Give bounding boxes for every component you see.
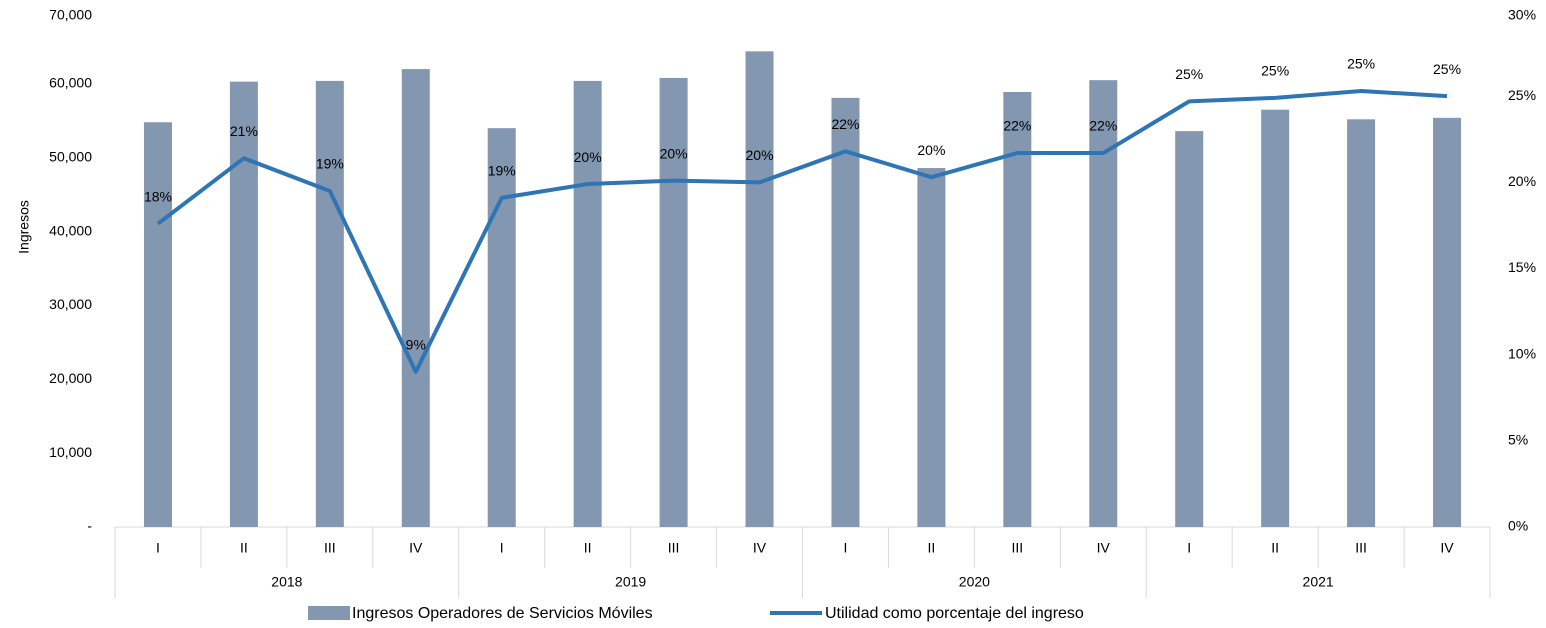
- data-label: 19%: [316, 156, 344, 172]
- bar: [831, 97, 860, 527]
- data-label: 22%: [831, 116, 859, 132]
- x-tick-label: IV: [753, 540, 767, 556]
- data-label: 18%: [144, 188, 172, 204]
- bar: [401, 69, 430, 527]
- y2-tick-label: 30%: [1508, 7, 1536, 23]
- x-tick-label: II: [928, 540, 936, 556]
- x-tick-label: I: [500, 540, 504, 556]
- legend-swatch: [308, 606, 350, 620]
- group-label: 2018: [271, 574, 302, 590]
- legend-label: Utilidad como porcentaje del ingreso: [825, 605, 1084, 622]
- y-tick-label: 20,000: [49, 370, 92, 386]
- y-tick-label: 40,000: [49, 222, 92, 238]
- x-tick-label: I: [1187, 540, 1191, 556]
- data-label: 19%: [488, 163, 516, 179]
- y2-tick-label: 15%: [1508, 259, 1536, 275]
- y2-tick-label: 0%: [1508, 518, 1528, 534]
- group-label: 2020: [959, 574, 990, 590]
- y2-tick-label: 5%: [1508, 432, 1528, 448]
- y-tick-label: 70,000: [49, 7, 92, 23]
- data-label: 25%: [1433, 61, 1461, 77]
- y-tick-label: 60,000: [49, 75, 92, 91]
- line: [156, 88, 1448, 374]
- bar: [1347, 119, 1376, 528]
- y2-tick-label: 25%: [1508, 87, 1536, 103]
- data-label: 20%: [660, 145, 688, 161]
- y2-tick-label: 10%: [1508, 345, 1536, 361]
- x-tick-label: III: [668, 540, 680, 556]
- bar: [487, 128, 516, 527]
- data-label: 9%: [406, 337, 426, 353]
- data-label: 20%: [574, 149, 602, 165]
- x-tick-label: II: [584, 540, 592, 556]
- bar: [1175, 131, 1204, 527]
- x-tick-label: III: [1355, 540, 1367, 556]
- bar: [1003, 91, 1032, 527]
- y-tick-label: 30,000: [49, 296, 92, 312]
- bar: [229, 81, 258, 528]
- data-label: 25%: [1175, 66, 1203, 82]
- data-label: 20%: [746, 147, 774, 163]
- data-label: 20%: [917, 142, 945, 158]
- data-label: 25%: [1347, 56, 1375, 72]
- data-label: 25%: [1261, 63, 1289, 79]
- legend-label: Ingresos Operadores de Servicios Móviles: [352, 605, 653, 622]
- bar: [315, 80, 344, 527]
- data-label: 22%: [1089, 118, 1117, 134]
- x-tick-label: I: [844, 540, 848, 556]
- x-tick-label: III: [324, 540, 336, 556]
- x-tick-label: IV: [409, 540, 423, 556]
- x-tick-label: III: [1012, 540, 1024, 556]
- group-label: 2021: [1303, 574, 1334, 590]
- x-tick-label: IV: [1440, 540, 1454, 556]
- x-tick-label: II: [240, 540, 248, 556]
- x-tick-label: I: [156, 540, 160, 556]
- bar: [1261, 109, 1290, 527]
- bar: [143, 122, 172, 528]
- bar: [745, 51, 774, 528]
- data-label: 21%: [230, 123, 258, 139]
- x-tick-label: II: [1271, 540, 1279, 556]
- group-label: 2019: [615, 574, 646, 590]
- x-tick-label: IV: [1097, 540, 1111, 556]
- bar: [573, 80, 602, 527]
- bar: [1433, 117, 1462, 528]
- y-tick-label: 50,000: [49, 148, 92, 164]
- y2-tick-label: 20%: [1508, 173, 1536, 189]
- y-tick-label: -: [87, 518, 92, 534]
- bar: [659, 77, 688, 527]
- y-tick-label: 10,000: [49, 444, 92, 460]
- data-label: 22%: [1003, 118, 1031, 134]
- y-axis-label: Ingresos: [16, 200, 32, 254]
- bar: [917, 168, 946, 527]
